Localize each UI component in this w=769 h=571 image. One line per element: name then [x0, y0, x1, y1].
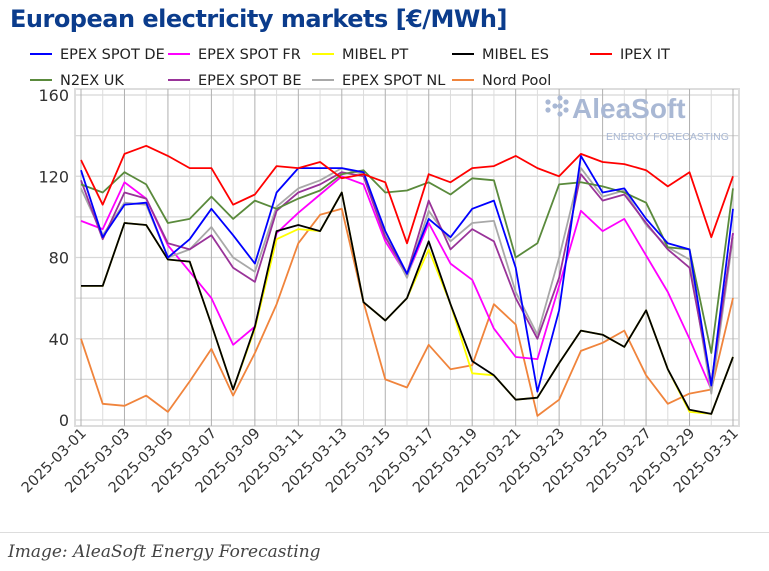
y-tick-label: 80 — [49, 249, 69, 268]
series-line-n2ex-uk — [80, 169, 734, 354]
line-chart: 040801201602025-03-012025-03-032025-03-0… — [19, 47, 742, 496]
legend-item: Nord Pool — [452, 73, 551, 89]
series-line-nord-pool — [80, 207, 734, 417]
legend-label: EPEX SPOT DE — [60, 47, 165, 63]
watermark-dot — [557, 95, 563, 101]
chart-title: European electricity markets [€/MWh] — [10, 5, 507, 33]
series-line-mibel-es — [81, 191, 734, 415]
legend-item: EPEX SPOT DE — [30, 47, 165, 63]
legend-label: N2EX UK — [60, 73, 124, 89]
y-tick-label: 160 — [38, 86, 69, 105]
divider — [0, 532, 769, 533]
legend-item: IPEX IT — [590, 47, 670, 63]
image-caption: Image: AleaSoft Energy Forecasting — [8, 542, 321, 562]
y-tick-label: 0 — [59, 411, 69, 430]
watermark-dot — [552, 103, 558, 109]
series-line-ipex-it — [80, 144, 734, 245]
watermark-dot — [563, 107, 569, 113]
series-line-epex-spot-de — [80, 154, 734, 393]
legend-label: Nord Pool — [482, 73, 551, 89]
legend-item: N2EX UK — [30, 73, 124, 89]
watermark-dot — [545, 107, 551, 113]
y-tick-label: 40 — [49, 330, 69, 349]
legend-item: EPEX SPOT FR — [168, 47, 301, 63]
watermark-dot — [557, 103, 563, 109]
watermark-dot — [563, 99, 569, 105]
legend-label: EPEX SPOT NL — [342, 73, 445, 89]
legend-item: EPEX SPOT NL — [312, 73, 445, 89]
legend-label: EPEX SPOT FR — [198, 47, 301, 63]
legend-item: MIBEL ES — [452, 47, 549, 63]
legend-label: MIBEL ES — [482, 47, 549, 63]
watermark-dot — [557, 111, 563, 117]
legend-item: EPEX SPOT BE — [168, 73, 302, 89]
legend-label: IPEX IT — [620, 47, 670, 63]
legend-label: MIBEL PT — [342, 47, 408, 63]
watermark-brand: AleaSoft — [572, 93, 686, 124]
legend-label: EPEX SPOT BE — [198, 73, 302, 89]
watermark-dot — [545, 99, 551, 105]
aleasoft-watermark: AleaSoft ENERGY FORECASTING — [545, 93, 729, 143]
y-tick-label: 120 — [38, 167, 69, 186]
legend-item: MIBEL PT — [312, 47, 408, 63]
watermark-tagline: ENERGY FORECASTING — [606, 131, 729, 143]
